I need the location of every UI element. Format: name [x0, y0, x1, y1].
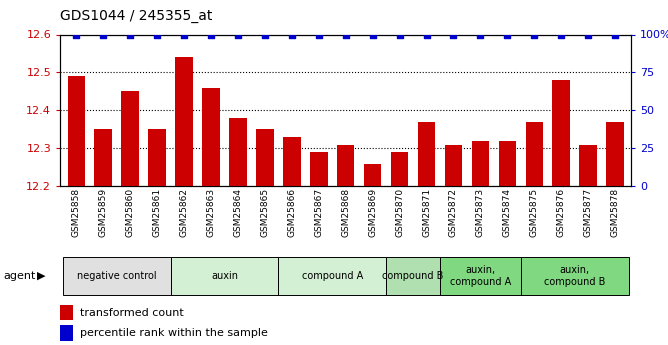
Bar: [440, 257, 521, 295]
Text: GSM25865: GSM25865: [261, 188, 269, 237]
Bar: [283, 137, 301, 186]
Text: negative control: negative control: [77, 271, 156, 281]
Text: GSM25876: GSM25876: [556, 188, 566, 237]
Point: [152, 32, 162, 37]
Bar: [445, 145, 462, 186]
Text: GSM25859: GSM25859: [99, 188, 108, 237]
Point: [448, 32, 459, 37]
Text: compound B: compound B: [382, 271, 444, 281]
Text: GSM25875: GSM25875: [530, 188, 539, 237]
Point: [98, 32, 109, 37]
Text: GSM25864: GSM25864: [233, 188, 242, 237]
Text: transformed count: transformed count: [80, 308, 184, 318]
Bar: [386, 257, 440, 295]
Text: GSM25870: GSM25870: [395, 188, 404, 237]
Text: GDS1044 / 245355_at: GDS1044 / 245355_at: [60, 9, 212, 23]
Bar: [498, 141, 516, 186]
Bar: [364, 164, 381, 186]
Point: [287, 32, 297, 37]
Text: GSM25877: GSM25877: [584, 188, 593, 237]
Text: GSM25871: GSM25871: [422, 188, 431, 237]
Bar: [94, 129, 112, 186]
Bar: [63, 257, 170, 295]
Text: GSM25868: GSM25868: [341, 188, 350, 237]
Bar: [579, 145, 597, 186]
Bar: [60, 305, 73, 320]
Point: [125, 32, 136, 37]
Bar: [67, 76, 85, 186]
Text: GSM25874: GSM25874: [503, 188, 512, 237]
Bar: [310, 152, 327, 186]
Bar: [229, 118, 246, 186]
Bar: [552, 80, 570, 186]
Point: [260, 32, 271, 37]
Point: [610, 32, 621, 37]
Text: GSM25861: GSM25861: [152, 188, 162, 237]
Point: [502, 32, 512, 37]
Bar: [607, 122, 624, 186]
Point: [529, 32, 540, 37]
Bar: [122, 91, 139, 186]
Point: [71, 32, 81, 37]
Text: percentile rank within the sample: percentile rank within the sample: [80, 328, 268, 338]
Point: [582, 32, 593, 37]
Text: auxin,
compound B: auxin, compound B: [544, 265, 605, 287]
Bar: [521, 257, 629, 295]
Point: [313, 32, 324, 37]
Point: [394, 32, 405, 37]
Text: compound A: compound A: [301, 271, 363, 281]
Point: [232, 32, 243, 37]
Point: [556, 32, 566, 37]
Point: [179, 32, 190, 37]
Bar: [170, 257, 279, 295]
Text: GSM25878: GSM25878: [611, 188, 620, 237]
Text: ▶: ▶: [37, 271, 45, 281]
Text: GSM25866: GSM25866: [287, 188, 297, 237]
Point: [206, 32, 216, 37]
Text: GSM25873: GSM25873: [476, 188, 485, 237]
Bar: [175, 57, 193, 186]
Point: [340, 32, 351, 37]
Bar: [472, 141, 489, 186]
Bar: [256, 129, 274, 186]
Bar: [526, 122, 543, 186]
Text: GSM25867: GSM25867: [314, 188, 323, 237]
Bar: [60, 325, 73, 341]
Point: [421, 32, 432, 37]
Bar: [202, 88, 220, 186]
Bar: [418, 122, 436, 186]
Text: GSM25872: GSM25872: [449, 188, 458, 237]
Text: GSM25860: GSM25860: [126, 188, 135, 237]
Text: GSM25858: GSM25858: [71, 188, 81, 237]
Bar: [279, 257, 386, 295]
Text: agent: agent: [3, 271, 35, 281]
Text: GSM25863: GSM25863: [206, 188, 216, 237]
Text: GSM25862: GSM25862: [180, 188, 188, 237]
Point: [475, 32, 486, 37]
Bar: [391, 152, 408, 186]
Point: [367, 32, 378, 37]
Bar: [148, 129, 166, 186]
Text: auxin,
compound A: auxin, compound A: [450, 265, 511, 287]
Bar: [337, 145, 355, 186]
Text: GSM25869: GSM25869: [368, 188, 377, 237]
Text: auxin: auxin: [211, 271, 238, 281]
